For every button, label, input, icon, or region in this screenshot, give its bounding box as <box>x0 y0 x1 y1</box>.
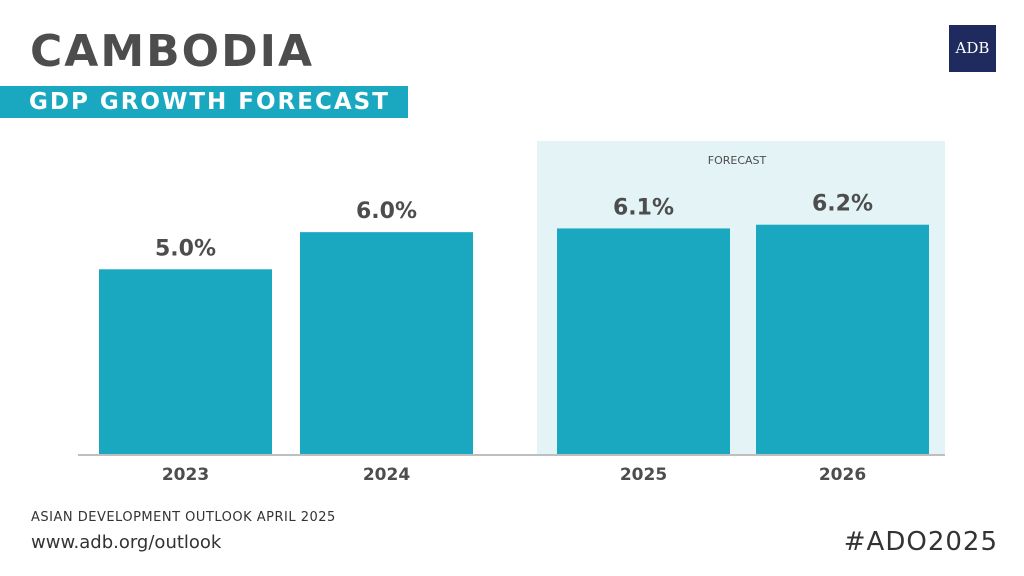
value-label-2026: 6.2% <box>812 192 873 217</box>
chart-subtitle: GDP GROWTH FORECAST <box>29 89 390 115</box>
bar-2024 <box>300 232 473 455</box>
footer-source: ASIAN DEVELOPMENT OUTLOOK APRIL 2025 <box>31 510 336 525</box>
bar-2023 <box>99 269 272 455</box>
value-label-2024: 6.0% <box>356 199 417 224</box>
forecast-label: FORECAST <box>708 154 767 167</box>
category-label-2023: 2023 <box>162 465 209 485</box>
value-label-2023: 5.0% <box>155 236 216 261</box>
footer-hashtag: #ADO2025 <box>843 527 998 557</box>
chart-title: CAMBODIA <box>30 26 315 77</box>
category-label-2026: 2026 <box>819 465 866 485</box>
subtitle-band <box>0 86 408 118</box>
category-label-2025: 2025 <box>620 465 667 485</box>
adb-logo: ADB <box>949 25 996 72</box>
value-label-2025: 6.1% <box>613 195 674 220</box>
bar-2025 <box>557 228 730 455</box>
bar-2026 <box>756 224 929 455</box>
category-label-2024: 2024 <box>363 465 410 485</box>
footer-url[interactable]: www.adb.org/outlook <box>31 532 222 553</box>
